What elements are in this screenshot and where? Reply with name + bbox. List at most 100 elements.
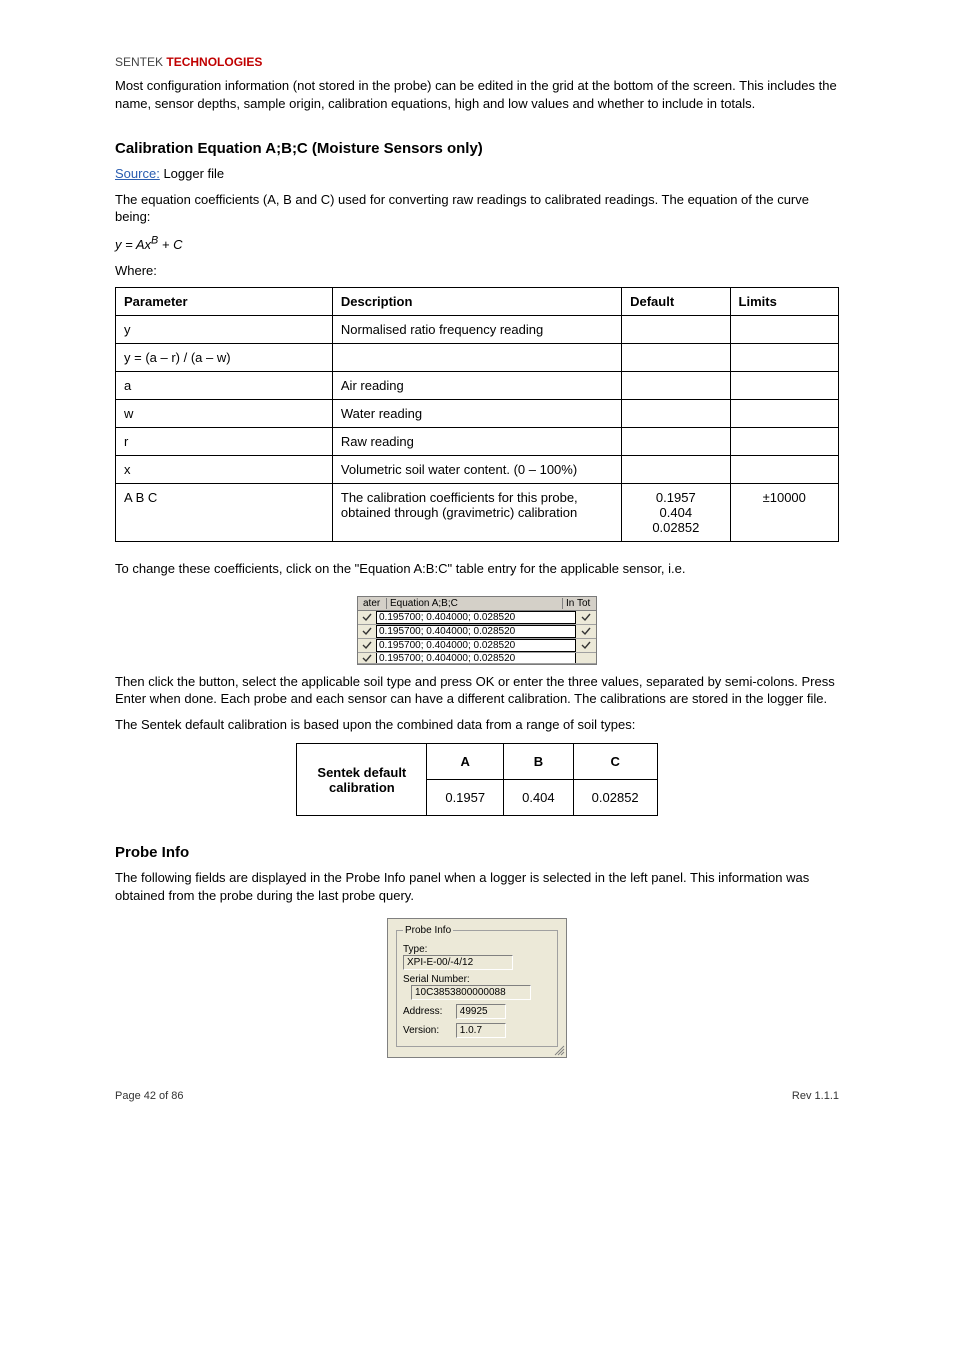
page-footer: Page 42 of 86 Rev 1.1.1 <box>115 1090 839 1102</box>
table-cell: y = (a – r) / (a – w) <box>116 344 333 372</box>
table-cell <box>332 344 621 372</box>
grid-header: ater Equation A;B;C In Tot <box>358 597 596 611</box>
abc-val-C: 0.02852 <box>573 780 657 816</box>
source-value: Logger file <box>163 166 224 181</box>
probe-section-para: The following fields are displayed in th… <box>115 869 839 904</box>
abc-row-label: Sentek defaultcalibration <box>297 744 427 816</box>
source-line: Source: Logger file <box>115 165 839 183</box>
table-cell <box>622 344 730 372</box>
param-header-1: Description <box>332 288 621 316</box>
default-paragraph: The Sentek default calibration is based … <box>115 716 839 734</box>
table-cell <box>730 344 838 372</box>
intot-check-icon <box>576 626 596 636</box>
probe-info-screenshot: Probe Info Type: XPI-E-00/-4/12 Serial N… <box>387 918 567 1058</box>
probe-section-title: Probe Info <box>115 844 839 861</box>
param-header-3: Limits <box>730 288 838 316</box>
table-cell <box>730 372 838 400</box>
table-cell: Air reading <box>332 372 621 400</box>
table-row: xVolumetric soil water content. (0 – 100… <box>116 456 839 484</box>
abc-table: Sentek defaultcalibration A B C 0.1957 0… <box>296 743 657 816</box>
probe-serial-label: Serial Number: <box>403 974 551 985</box>
brand-line: SENTEK TECHNOLOGIES <box>115 55 839 69</box>
probe-version-value: 1.0.7 <box>456 1023 506 1038</box>
table-cell: a <box>116 372 333 400</box>
water-check-icon <box>358 640 376 650</box>
brand-word2: TECHNOLOGIES <box>166 55 262 69</box>
abc-head-B: B <box>504 744 574 780</box>
intot-check-icon <box>576 612 596 622</box>
parameter-table: Parameter Description Default Limits yNo… <box>115 287 839 542</box>
table-cell <box>730 316 838 344</box>
resize-grip-icon <box>553 1044 565 1056</box>
table-cell: Normalised ratio frequency reading <box>332 316 621 344</box>
equation-line: y = AxB + C <box>115 234 839 254</box>
equation-text: y = AxB + C <box>115 237 182 252</box>
where-lead: Where: <box>115 262 839 280</box>
abc-head-C: C <box>573 744 657 780</box>
footer-right: Rev 1.1.1 <box>792 1090 839 1102</box>
section-title: Calibration Equation A;B;C (Moisture Sen… <box>115 140 839 157</box>
probe-legend: Probe Info <box>403 925 453 936</box>
water-check-icon <box>358 653 376 663</box>
grid-row: 0.195700; 0.404000; 0.028520 <box>358 611 596 625</box>
table-row: A B CThe calibration coefficients for th… <box>116 484 839 542</box>
table-cell <box>622 456 730 484</box>
grid-row: 0.195700; 0.404000; 0.028520 <box>358 639 596 653</box>
table-row: aAir reading <box>116 372 839 400</box>
table-cell <box>730 456 838 484</box>
abc-head-A: A <box>427 744 504 780</box>
equation-cell[interactable]: 0.195700; 0.404000; 0.028520 <box>376 639 576 652</box>
grid-col-ater: ater <box>360 598 386 609</box>
table-cell: w <box>116 400 333 428</box>
intot-check-icon <box>576 640 596 650</box>
section-desc: The equation coefficients (A, B and C) u… <box>115 191 839 226</box>
equation-cell[interactable]: 0.195700; 0.404000; 0.028520 <box>376 611 576 624</box>
after-eq-paragraph: To change these coefficients, click on t… <box>115 560 839 578</box>
table-header-row: Parameter Description Default Limits <box>116 288 839 316</box>
table-cell: The calibration coefficients for this pr… <box>332 484 621 542</box>
table-cell: y <box>116 316 333 344</box>
then-paragraph: Then click the button, select the applic… <box>115 673 839 708</box>
table-cell: A B C <box>116 484 333 542</box>
equation-grid-screenshot: ater Equation A;B;C In Tot 0.195700; 0.4… <box>357 596 597 665</box>
probe-fieldset: Probe Info Type: XPI-E-00/-4/12 Serial N… <box>396 925 558 1047</box>
probe-type-label: Type: <box>403 944 551 955</box>
table-cell: 0.19570.4040.02852 <box>622 484 730 542</box>
table-cell <box>622 316 730 344</box>
probe-version-label: Version: <box>403 1025 453 1036</box>
brand-word1: SENTEK <box>115 55 163 69</box>
probe-address-label: Address: <box>403 1006 453 1017</box>
probe-type-value: XPI-E-00/-4/12 <box>403 955 513 970</box>
table-row: wWater reading <box>116 400 839 428</box>
probe-address-value: 49925 <box>456 1004 506 1019</box>
probe-serial-value: 10C3853800000088 <box>411 985 531 1000</box>
water-check-icon <box>358 612 376 622</box>
grid-row: 0.195700; 0.404000; 0.028520 <box>358 653 596 664</box>
footer-left: Page 42 of 86 <box>115 1090 184 1102</box>
abc-val-A: 0.1957 <box>427 780 504 816</box>
table-cell: r <box>116 428 333 456</box>
abc-row-label-text: Sentek defaultcalibration <box>317 765 406 795</box>
table-row: yNormalised ratio frequency reading <box>116 316 839 344</box>
grid-col-intot: In Tot <box>562 598 594 609</box>
table-row: y = (a – r) / (a – w) <box>116 344 839 372</box>
table-cell <box>730 400 838 428</box>
source-label: Source: <box>115 166 160 181</box>
table-cell: x <box>116 456 333 484</box>
grid-col-equation: Equation A;B;C <box>386 598 562 609</box>
param-header-2: Default <box>622 288 730 316</box>
grid-row: 0.195700; 0.404000; 0.028520 <box>358 625 596 639</box>
table-cell <box>622 372 730 400</box>
table-cell: ±10000 <box>730 484 838 542</box>
intro-paragraph: Most configuration information (not stor… <box>115 77 839 112</box>
equation-cell[interactable]: 0.195700; 0.404000; 0.028520 <box>376 653 576 664</box>
table-row: rRaw reading <box>116 428 839 456</box>
water-check-icon <box>358 626 376 636</box>
table-cell: Water reading <box>332 400 621 428</box>
table-cell: Raw reading <box>332 428 621 456</box>
abc-val-B: 0.404 <box>504 780 574 816</box>
table-cell <box>730 428 838 456</box>
equation-cell[interactable]: 0.195700; 0.404000; 0.028520 <box>376 625 576 638</box>
param-header-0: Parameter <box>116 288 333 316</box>
table-cell <box>622 400 730 428</box>
